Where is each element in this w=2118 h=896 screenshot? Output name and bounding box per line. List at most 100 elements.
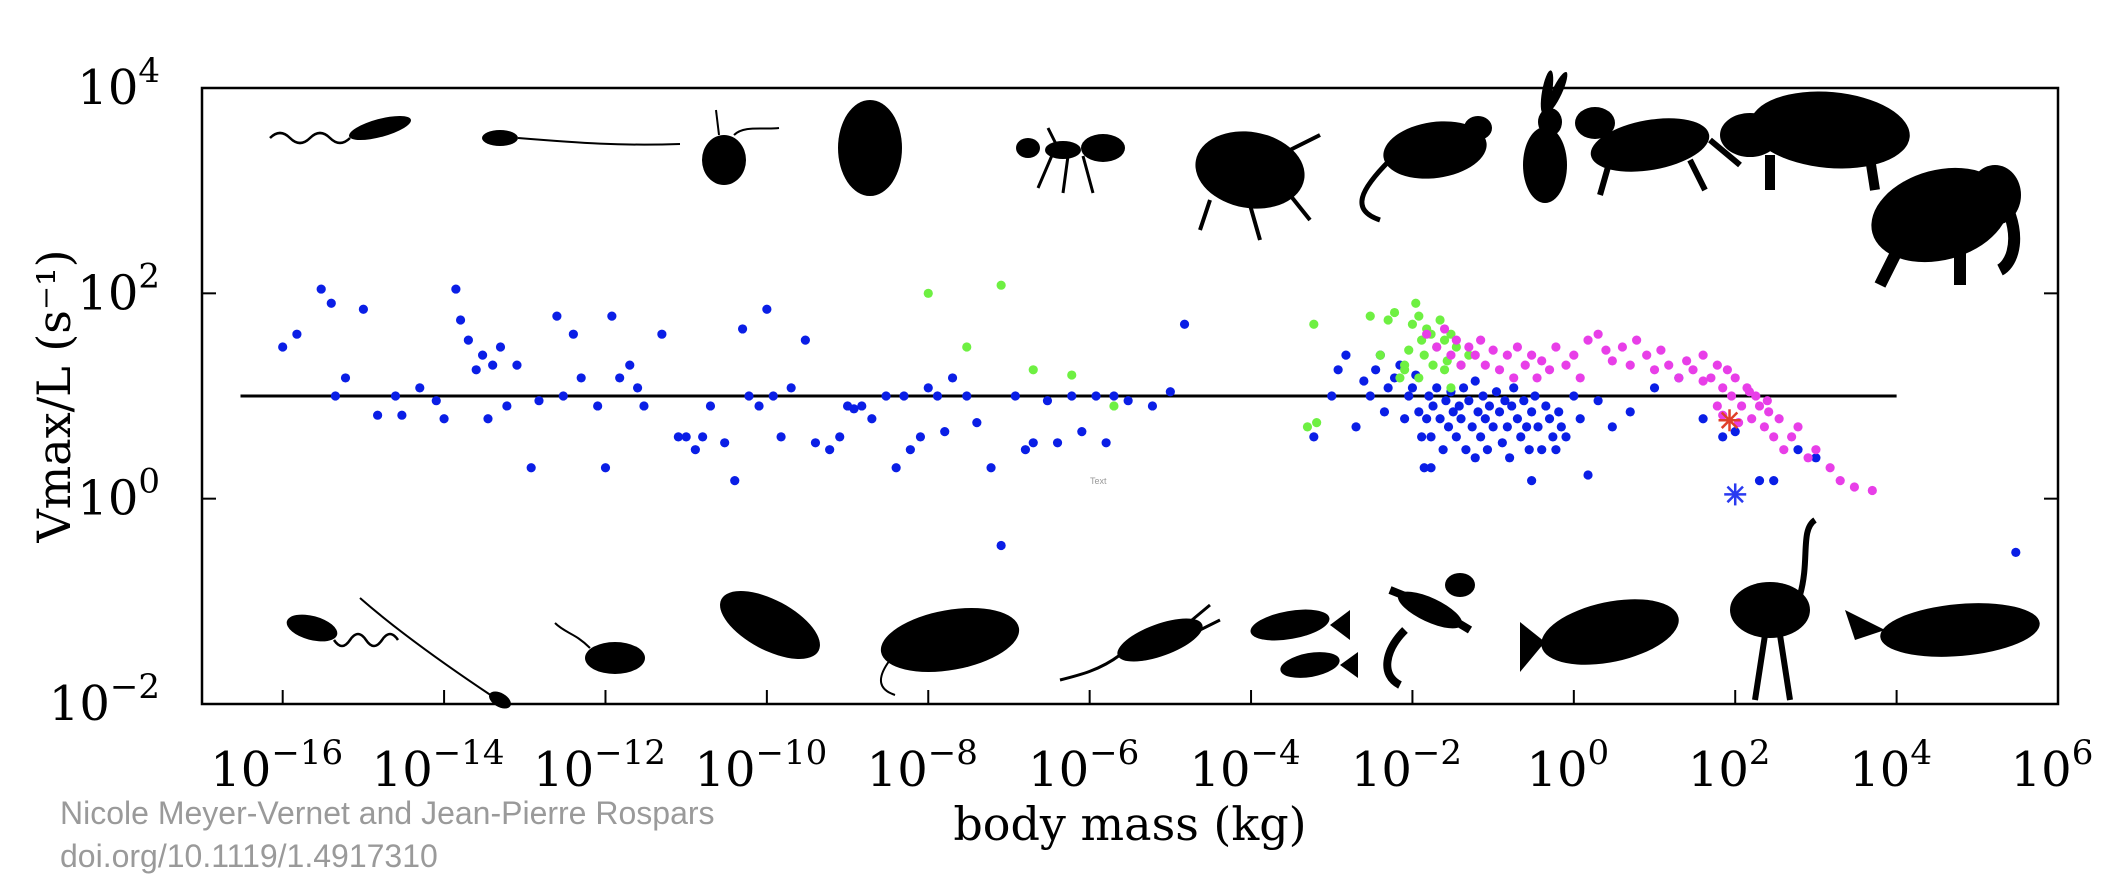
data-point — [1424, 391, 1434, 401]
data-point — [1762, 396, 1772, 406]
data-point — [1414, 311, 1424, 321]
data-point — [1625, 360, 1635, 370]
data-point — [1077, 427, 1087, 437]
data-point — [1726, 391, 1737, 401]
data-point — [358, 304, 368, 314]
data-point — [1419, 350, 1429, 360]
data-point — [1712, 360, 1722, 370]
data-point — [1109, 401, 1119, 411]
data-point — [947, 373, 958, 383]
data-point — [835, 432, 845, 442]
data-point — [1769, 475, 1779, 486]
plot-frame — [200, 86, 2060, 706]
data-point — [632, 383, 643, 393]
beetle-icon — [1195, 131, 1321, 241]
data-point — [1020, 445, 1031, 455]
data-point — [1464, 342, 1474, 352]
bacterium-icon — [286, 614, 400, 648]
data-point — [1527, 475, 1537, 486]
data-point — [1664, 360, 1674, 370]
data-point — [1109, 391, 1119, 401]
elephant-icon — [1871, 165, 2021, 288]
flagellate-cell-icon — [702, 109, 780, 185]
data-point — [1551, 445, 1561, 455]
data-point — [1556, 422, 1566, 432]
data-point — [776, 432, 786, 442]
data-point — [681, 432, 691, 442]
data-point — [1509, 383, 1519, 393]
data-point — [415, 383, 425, 393]
data-point — [1446, 329, 1456, 339]
y-tick-label: 102 — [77, 256, 160, 321]
data-point — [1147, 401, 1158, 411]
data-point — [1414, 407, 1424, 417]
data-point — [1435, 414, 1445, 424]
data-point — [1502, 350, 1512, 360]
data-point — [1593, 396, 1603, 406]
data-point — [1548, 432, 1558, 442]
data-point — [690, 445, 700, 455]
x-tick-label: 10−4 — [1189, 733, 1300, 798]
data-point — [625, 360, 635, 370]
data-point — [1787, 432, 1797, 442]
data-point — [825, 445, 835, 455]
data-point — [1165, 387, 1175, 397]
data-point — [915, 432, 926, 442]
data-point — [1712, 401, 1722, 411]
data-point — [1544, 365, 1555, 375]
data-point — [1028, 365, 1038, 375]
data-point — [1404, 345, 1414, 355]
data-point — [1123, 396, 1133, 406]
data-point — [593, 401, 603, 411]
x-tick-label: 10−16 — [210, 733, 343, 798]
paramecium-icon — [880, 608, 1020, 696]
data-point — [1451, 342, 1461, 352]
data-point — [1522, 422, 1532, 432]
data-point — [1309, 319, 1319, 329]
data-point — [1456, 360, 1466, 370]
data-point — [1448, 407, 1458, 417]
data-point — [1811, 445, 1821, 455]
data-point — [1446, 383, 1456, 393]
data-point — [1722, 365, 1732, 375]
bottom-organism-silhouettes — [286, 517, 2040, 709]
data-point — [1400, 365, 1410, 375]
data-point — [600, 463, 611, 473]
data-point — [1682, 356, 1692, 366]
data-point — [1473, 407, 1483, 417]
data-point — [1625, 407, 1635, 417]
rabbit-icon — [1523, 70, 1568, 203]
data-point — [754, 401, 764, 411]
data-point — [1793, 445, 1803, 455]
x-tick-label: 104 — [1849, 733, 1932, 798]
data-point — [891, 463, 901, 473]
top-organism-silhouettes — [269, 70, 2021, 288]
data-point — [1010, 391, 1020, 401]
data-point — [1764, 407, 1774, 417]
data-point — [1432, 342, 1442, 352]
axis-ticks: 10−16 10−14 10−12 10−10 10−8 10−6 10−4 10−2 100 1… — [49, 51, 2094, 798]
y-axis-title: Vmax/L (s⁻¹) — [27, 249, 81, 543]
data-point — [292, 329, 302, 339]
data-point — [1379, 407, 1390, 417]
data-point — [1179, 319, 1190, 329]
data-point — [786, 383, 796, 393]
data-point — [639, 401, 649, 411]
data-point — [1561, 360, 1571, 370]
data-point — [1488, 422, 1498, 432]
data-point — [1365, 311, 1375, 321]
data-point — [330, 391, 341, 401]
data-point — [1302, 422, 1313, 432]
data-point — [1744, 387, 1755, 397]
data-point — [568, 329, 578, 339]
data-point — [397, 410, 407, 420]
data-point — [1656, 345, 1666, 355]
data-point — [390, 391, 401, 401]
data-point — [1575, 414, 1585, 424]
data-point — [463, 335, 473, 345]
data-point — [1480, 360, 1490, 370]
data-point — [1512, 414, 1523, 424]
data-point — [1512, 342, 1523, 352]
data-point — [1383, 315, 1393, 325]
data-point — [1439, 335, 1450, 345]
